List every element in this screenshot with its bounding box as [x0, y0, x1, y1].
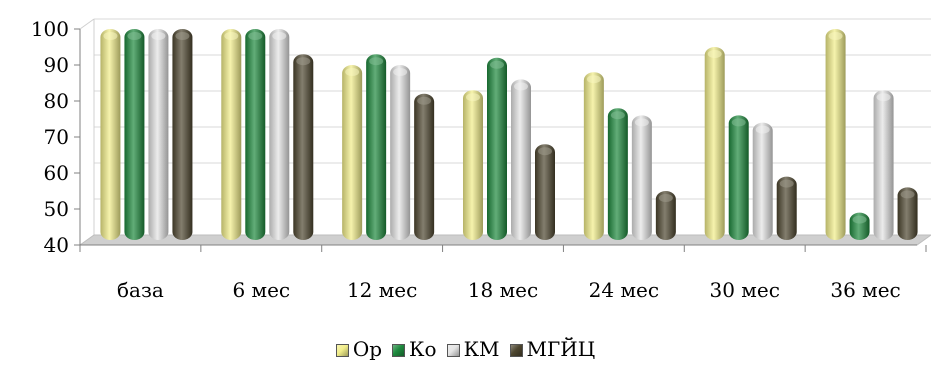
bar-Ор — [825, 29, 846, 240]
y-tick-label: 70 — [44, 125, 69, 149]
bar-МГЙЦ — [655, 191, 676, 240]
bar-КМ — [873, 90, 894, 240]
legend-label: КМ — [463, 337, 500, 361]
side-wall-edge — [79, 18, 95, 30]
y-tick-label: 80 — [44, 89, 69, 113]
bar-highlight — [296, 57, 311, 66]
bar-КМ — [148, 29, 169, 240]
bar-highlight — [103, 32, 118, 40]
bar-МГЙЦ — [897, 187, 918, 240]
chart-floor — [78, 234, 931, 246]
bar-Ор — [704, 47, 725, 240]
bar-МГЙЦ — [172, 29, 193, 240]
y-tick-label: 90 — [44, 53, 69, 77]
bar-highlight — [369, 57, 384, 66]
legend-item: Ор — [335, 337, 383, 361]
bar-Ко — [245, 29, 266, 240]
bar-КМ — [269, 29, 290, 240]
bar-highlight — [538, 147, 552, 156]
bar-Ор — [583, 72, 604, 240]
bar-highlight — [345, 68, 360, 76]
x-tick-label: база — [117, 278, 164, 302]
x-tick-label: 6 мес — [232, 278, 290, 302]
bar-КМ — [390, 65, 411, 240]
y-tick-label: 100 — [31, 17, 69, 41]
bar-highlight — [634, 118, 649, 127]
bar-Ор — [221, 29, 242, 240]
legend-item: МГЙЦ — [509, 337, 596, 361]
bar-Ко — [607, 108, 628, 240]
legend-swatch — [392, 344, 406, 357]
x-tick-label: 36 мес — [830, 278, 900, 302]
bar-highlight — [707, 50, 722, 58]
bar-МГЙЦ — [535, 144, 555, 240]
bar-Ко — [124, 29, 145, 240]
bar-highlight — [876, 93, 891, 102]
bar-Ко — [366, 54, 387, 241]
bar-highlight — [658, 194, 673, 202]
bar-Ор — [463, 90, 483, 240]
bar-КМ — [752, 122, 773, 240]
y-tick-label: 50 — [44, 197, 69, 221]
legend-swatch — [446, 344, 460, 357]
bar-highlight — [393, 68, 408, 76]
bar-highlight — [900, 190, 915, 199]
bar-highlight — [586, 75, 601, 84]
y-tick-label: 40 — [44, 233, 69, 257]
bar-Ор — [100, 29, 121, 240]
bar-highlight — [610, 111, 625, 120]
x-tick-label: 18 мес — [468, 278, 538, 302]
legend-label: МГЙЦ — [526, 337, 596, 361]
bar-Ко — [487, 57, 507, 240]
legend-swatch — [335, 344, 349, 357]
bar-highlight — [175, 32, 190, 40]
bar-КМ — [631, 115, 652, 240]
bar-Ор — [342, 65, 363, 240]
bar-highlight — [490, 60, 504, 69]
y-tick-label: 60 — [44, 161, 69, 185]
bar-highlight — [224, 32, 239, 40]
bar-highlight — [779, 179, 794, 188]
bar-highlight — [852, 215, 867, 224]
legend-label: Ор — [352, 337, 383, 361]
bar-highlight — [828, 32, 843, 40]
x-tick-label: 30 мес — [710, 278, 780, 302]
bar-highlight — [514, 82, 528, 91]
bar-highlight — [466, 93, 480, 102]
bar-highlight — [151, 32, 166, 40]
legend-item: Ко — [392, 337, 437, 361]
bar-highlight — [417, 96, 432, 105]
legend-swatch — [509, 344, 523, 357]
bar-chart: 40 50 60 70 80 90 100 база 6 мес 12 мес 18 мес 24 м… — [31, 17, 931, 302]
x-tick-label: 12 мес — [347, 278, 417, 302]
bar-МГЙЦ — [414, 93, 435, 240]
bar-КМ — [511, 79, 531, 241]
x-tick-label: 24 мес — [589, 278, 659, 302]
bar-highlight — [731, 118, 746, 127]
legend-item: КМ — [446, 337, 500, 361]
bar-highlight — [272, 32, 287, 40]
legend: Ор Ко КМ МГЙЦ — [0, 337, 931, 361]
bar-highlight — [127, 32, 142, 40]
bar-highlight — [248, 32, 263, 40]
legend-label: Ко — [409, 337, 437, 361]
bar-МГЙЦ — [293, 54, 314, 241]
bar-highlight — [755, 125, 770, 134]
bar-Ко — [728, 115, 749, 240]
bar-МГЙЦ — [776, 176, 797, 240]
